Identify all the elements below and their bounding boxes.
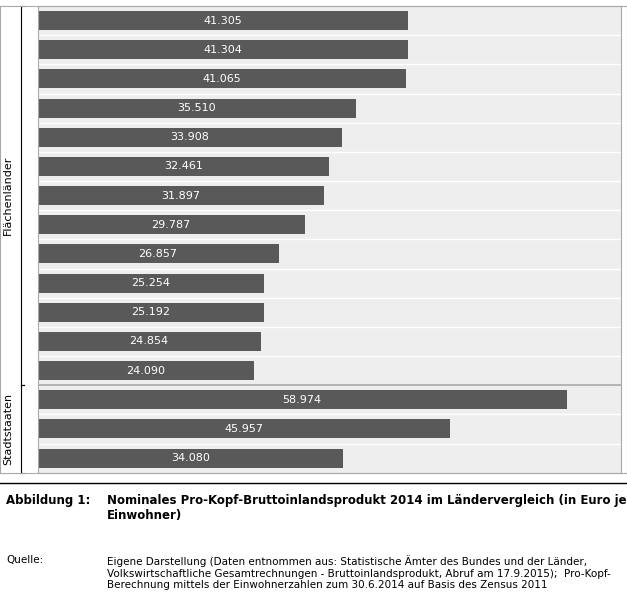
Text: 26.857: 26.857 [139, 249, 177, 259]
Text: 31.897: 31.897 [161, 191, 200, 201]
Text: 24.854: 24.854 [130, 336, 169, 347]
Bar [38, 186, 324, 205]
Text: 25.254: 25.254 [132, 278, 171, 288]
Text: 32.461: 32.461 [164, 161, 203, 171]
Text: Abbildung 1:: Abbildung 1: [6, 494, 91, 507]
Bar [38, 157, 329, 176]
Text: Nominales Pro-Kopf-Bruttoinlandsprodukt 2014 im Ländervergleich (in Euro je
Einw: Nominales Pro-Kopf-Bruttoinlandsprodukt … [107, 494, 626, 522]
Bar [38, 70, 406, 88]
Text: 45.957: 45.957 [224, 424, 263, 434]
Bar [38, 419, 450, 438]
Text: Stadtstaaten: Stadtstaaten [3, 393, 13, 465]
Bar [38, 128, 342, 147]
Text: 41.065: 41.065 [203, 74, 241, 84]
Bar [38, 11, 408, 30]
Bar [38, 448, 344, 468]
Text: 41.304: 41.304 [203, 45, 242, 55]
Text: 58.974: 58.974 [283, 395, 322, 405]
Bar [38, 274, 264, 293]
Text: 35.510: 35.510 [177, 103, 216, 113]
Text: Flächenländer: Flächenländer [3, 156, 13, 235]
Bar [38, 215, 305, 235]
Text: 29.787: 29.787 [152, 220, 191, 230]
Text: 24.090: 24.090 [126, 365, 165, 376]
Bar [38, 361, 254, 380]
Bar [38, 303, 263, 322]
Bar [38, 332, 261, 351]
Text: Quelle:: Quelle: [6, 555, 43, 565]
Text: 33.908: 33.908 [171, 132, 209, 142]
Bar [38, 41, 408, 59]
Text: Eigene Darstellung (Daten entnommen aus: Statistische Ämter des Bundes und der L: Eigene Darstellung (Daten entnommen aus:… [107, 555, 610, 590]
Bar [38, 244, 278, 264]
Text: 41.305: 41.305 [204, 16, 242, 25]
Text: 34.080: 34.080 [171, 453, 210, 463]
Text: 25.192: 25.192 [131, 307, 170, 318]
Bar [38, 99, 356, 118]
Bar [38, 390, 567, 409]
